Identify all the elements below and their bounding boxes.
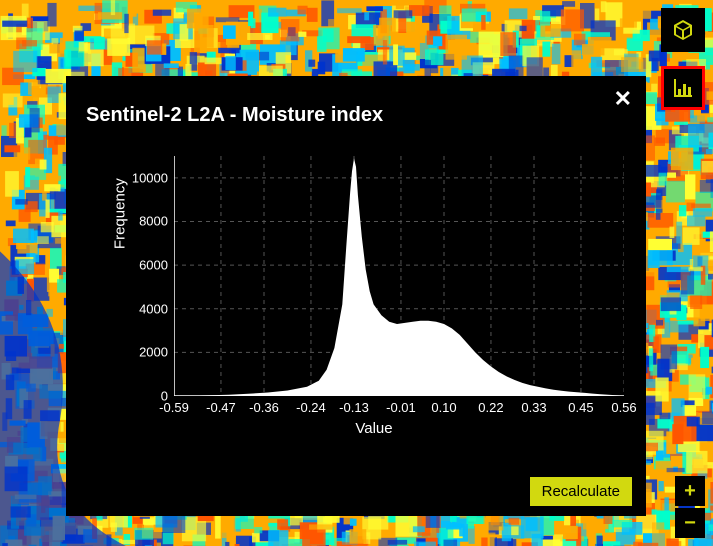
y-tick-label: 2000 [139,345,168,360]
zoom-controls: + − [675,474,705,538]
cube-3d-button[interactable] [661,8,705,52]
x-tick-label: 0.22 [478,400,503,415]
x-tick-label: 0.10 [431,400,456,415]
map-tools [661,8,705,110]
x-tick-label: -0.47 [206,400,236,415]
x-tick-label: -0.01 [386,400,416,415]
zoom-in-button[interactable]: + [675,476,705,506]
x-tick-label: -0.59 [159,400,189,415]
x-tick-label: -0.13 [339,400,369,415]
y-tick-label: 4000 [139,301,168,316]
histogram-chart: Frequency 0200040006000800010000 -0.59-0… [124,156,624,416]
plot-region [174,156,624,396]
y-tick-label: 10000 [132,170,168,185]
x-axis-label: Value [124,420,624,437]
recalculate-button[interactable]: Recalculate [530,477,632,506]
y-tick-label: 6000 [139,258,168,273]
x-tick-label: 0.33 [521,400,546,415]
histogram-button[interactable] [661,66,705,110]
y-axis-ticks: 0200040006000800010000 [124,156,172,396]
histogram-panel: ✕ Sentinel-2 L2A - Moisture index Freque… [66,76,646,516]
x-tick-label: 0.45 [568,400,593,415]
panel-title: Sentinel-2 L2A - Moisture index [86,104,626,127]
x-tick-label: -0.24 [296,400,326,415]
y-tick-label: 8000 [139,214,168,229]
close-icon[interactable]: ✕ [614,86,632,112]
zoom-out-button[interactable]: − [675,508,705,538]
x-tick-label: -0.36 [249,400,279,415]
x-tick-label: 0.56 [611,400,636,415]
